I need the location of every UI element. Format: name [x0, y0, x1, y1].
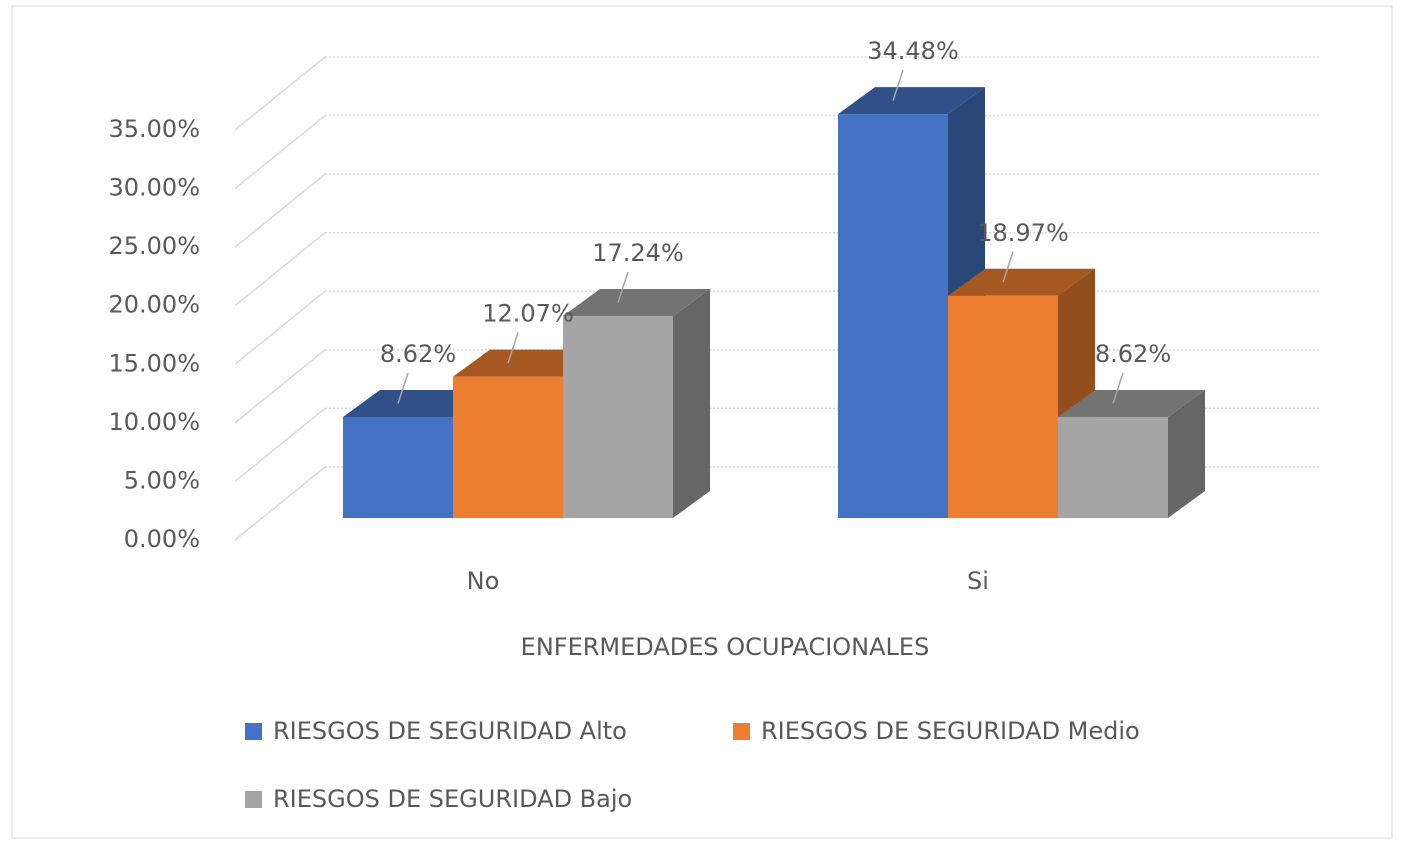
leader-line	[507, 332, 519, 364]
grid-line	[234, 407, 326, 483]
leader-line	[1002, 251, 1014, 283]
data-label: 8.62%	[1095, 340, 1171, 368]
bar-side	[673, 289, 710, 518]
bar-side	[1168, 390, 1205, 518]
legend-swatch	[245, 791, 262, 808]
y-tick-label: 5.00%	[124, 466, 200, 494]
x-axis-title: ENFERMEDADES OCUPACIONALES	[521, 633, 930, 661]
grid-line	[234, 349, 326, 424]
data-label: 17.24%	[592, 239, 684, 267]
bar-top	[1058, 390, 1205, 418]
legend-label: RIESGOS DE SEGURIDAD Medio	[761, 717, 1140, 745]
legend-swatch	[245, 723, 262, 740]
bar	[453, 376, 563, 518]
leader-line	[892, 69, 904, 101]
leader-line	[617, 271, 629, 303]
y-tick-label: 35.00%	[108, 115, 200, 143]
x-tick-label: Si	[967, 567, 989, 595]
x-tick-label: No	[467, 567, 500, 595]
legend-label: RIESGOS DE SEGURIDAD Alto	[273, 717, 627, 745]
bar	[563, 316, 673, 518]
data-label: 18.97%	[977, 219, 1069, 247]
bar-top	[563, 289, 710, 317]
y-tick-label: 10.00%	[108, 408, 200, 436]
leader-line	[397, 372, 409, 404]
legend-swatch	[733, 723, 750, 740]
y-tick-label: 0.00%	[124, 525, 200, 553]
bar	[948, 295, 1058, 518]
y-tick-label: 25.00%	[108, 232, 200, 260]
bar-top	[948, 268, 1095, 296]
data-label: 8.62%	[380, 340, 456, 368]
grid-line	[234, 114, 326, 190]
bar	[343, 417, 453, 518]
grid-line	[234, 232, 326, 307]
y-tick-label: 30.00%	[108, 174, 200, 202]
y-tick-label: 20.00%	[108, 291, 200, 319]
grid-line	[234, 56, 326, 131]
bar-top	[838, 87, 985, 115]
grid-line	[234, 466, 326, 541]
grid-line	[234, 173, 326, 248]
data-label: 34.48%	[867, 37, 959, 65]
data-label: 12.07%	[482, 300, 574, 328]
leader-line	[1112, 372, 1124, 404]
y-tick-label: 15.00%	[108, 349, 200, 377]
bar	[838, 114, 948, 518]
bar	[1058, 417, 1168, 518]
grid-line	[234, 290, 326, 365]
legend-label: RIESGOS DE SEGURIDAD Bajo	[273, 785, 632, 813]
